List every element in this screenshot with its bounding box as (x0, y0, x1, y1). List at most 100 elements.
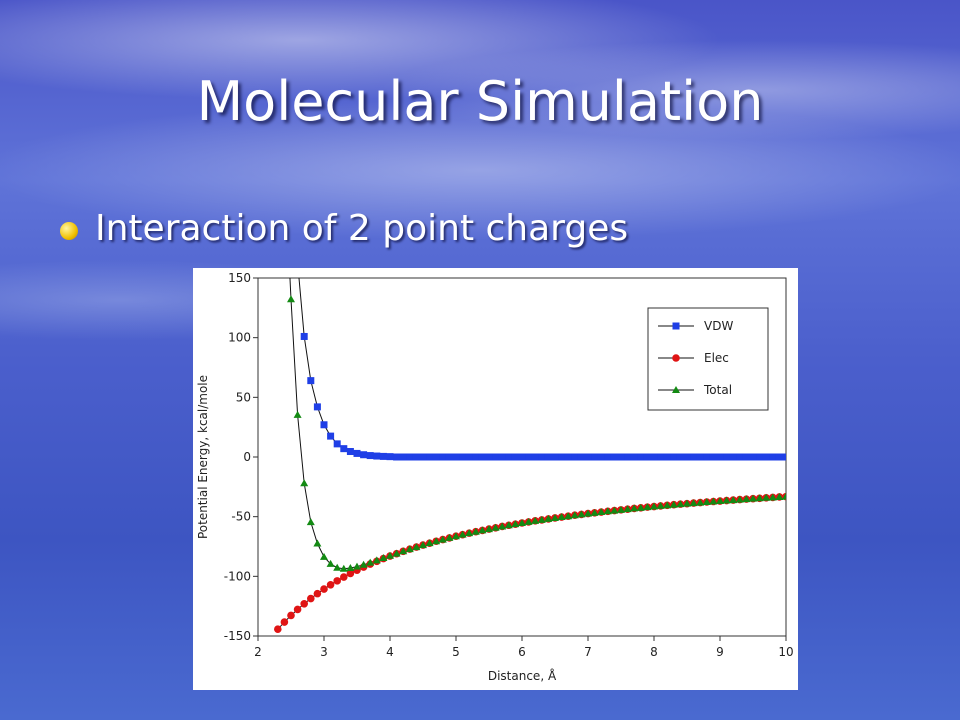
marker (445, 533, 454, 541)
slide-title: Molecular Simulation (196, 70, 764, 133)
marker (346, 448, 354, 456)
marker (623, 505, 632, 513)
marker (458, 530, 467, 538)
marker (505, 453, 513, 461)
marker (366, 558, 375, 566)
x-tick-label: 10 (778, 645, 793, 659)
marker (544, 514, 553, 522)
marker (287, 295, 295, 303)
legend-label: Elec (704, 351, 729, 365)
marker (657, 453, 665, 461)
marker (775, 492, 784, 500)
marker (511, 453, 519, 461)
marker (438, 535, 447, 543)
marker (445, 453, 453, 461)
x-tick-label: 6 (518, 645, 526, 659)
marker (280, 618, 289, 626)
y-tick-label: 150 (228, 271, 251, 285)
marker (742, 495, 751, 503)
marker (491, 523, 500, 531)
marker (432, 453, 440, 461)
marker (663, 501, 672, 509)
marker (478, 526, 487, 534)
marker (571, 453, 579, 461)
marker (696, 498, 705, 506)
marker (379, 452, 387, 460)
y-tick-label: -100 (224, 569, 251, 583)
marker (676, 453, 684, 461)
marker (544, 453, 552, 461)
bullet-text: Interaction of 2 point charges (95, 208, 629, 249)
y-axis-label: Potential Energy, kcal/mole (196, 375, 210, 539)
marker (709, 497, 718, 505)
marker (690, 453, 698, 461)
marker (551, 453, 559, 461)
marker (465, 529, 474, 537)
marker (399, 453, 407, 461)
marker (722, 496, 731, 504)
x-axis-label: Distance, Å (488, 668, 557, 683)
marker (729, 496, 738, 504)
marker (696, 453, 704, 461)
legend-label: VDW (704, 319, 733, 333)
marker (353, 449, 361, 457)
chart: Distance, Å Potential Energy, kcal/mole … (193, 268, 798, 690)
marker (392, 549, 401, 557)
marker (293, 410, 302, 418)
marker (749, 494, 757, 502)
marker (360, 451, 368, 459)
marker (465, 453, 473, 461)
marker (339, 564, 348, 572)
marker (412, 453, 420, 461)
marker (650, 502, 658, 510)
marker (617, 453, 625, 461)
marker (373, 452, 381, 460)
marker (419, 453, 427, 461)
marker (736, 453, 744, 461)
marker (300, 479, 309, 487)
marker (320, 552, 328, 560)
marker (537, 515, 546, 523)
marker (300, 599, 308, 608)
marker (320, 421, 328, 429)
marker (525, 453, 533, 461)
marker (584, 509, 592, 517)
marker (393, 453, 401, 461)
marker (333, 563, 342, 571)
marker (656, 501, 665, 509)
marker (478, 453, 486, 461)
marker (702, 497, 711, 505)
marker (300, 332, 308, 340)
marker (756, 453, 764, 461)
marker (769, 453, 777, 461)
marker (564, 512, 573, 520)
marker (669, 500, 678, 508)
marker (643, 503, 652, 511)
marker (603, 507, 612, 515)
marker (551, 513, 559, 521)
marker (353, 562, 361, 570)
marker (426, 453, 434, 461)
marker (742, 453, 750, 461)
marker (663, 453, 671, 461)
marker (630, 453, 638, 461)
marker (386, 551, 394, 559)
marker (604, 453, 612, 461)
marker (379, 553, 388, 561)
marker (359, 560, 368, 568)
marker (307, 594, 315, 603)
marker (709, 453, 717, 461)
marker (287, 611, 295, 620)
marker (610, 453, 618, 461)
legend-marker (672, 386, 680, 393)
marker (366, 452, 374, 460)
marker (518, 453, 526, 461)
marker (326, 581, 335, 589)
marker (703, 453, 711, 461)
bullet-dot (60, 222, 78, 240)
marker (518, 518, 526, 526)
marker (327, 432, 335, 440)
marker (524, 517, 533, 525)
marker (670, 453, 678, 461)
